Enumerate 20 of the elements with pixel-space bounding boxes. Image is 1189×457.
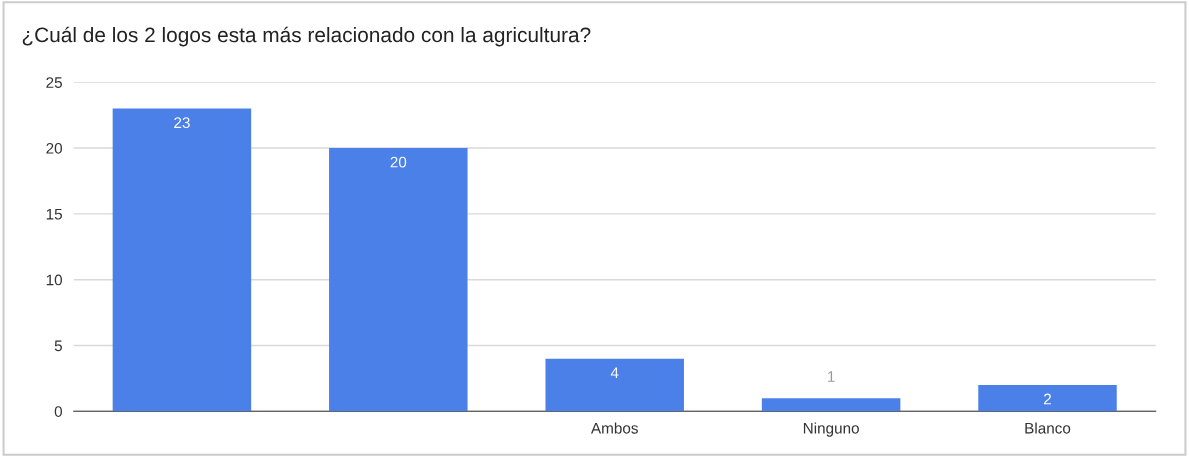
bar	[761, 398, 901, 412]
data-label: 4	[610, 367, 619, 378]
bar	[545, 358, 684, 412]
x-tick-label: Ninguno	[803, 422, 859, 437]
y-tick-label: 10	[46, 274, 63, 286]
x-tick-label: Ambos	[590, 422, 638, 434]
y-tick-label: 0	[54, 406, 63, 417]
data-label: 23	[174, 117, 190, 129]
y-tick-label: 5	[54, 340, 62, 352]
y-tick-label: 20	[46, 142, 63, 154]
data-label: 2	[1044, 393, 1051, 405]
bar	[978, 384, 1117, 412]
y-tick-label: 25	[46, 77, 62, 88]
x-tick-label: Blanco	[1025, 422, 1071, 434]
data-label: 1	[828, 371, 835, 382]
bar	[112, 108, 252, 412]
bar	[329, 148, 468, 412]
y-tick-label: 15	[46, 208, 62, 220]
chart-title: ¿Cuál de los 2 logos esta más relacionado con la agricultura?	[22, 26, 591, 47]
data-label: 20	[390, 156, 407, 168]
